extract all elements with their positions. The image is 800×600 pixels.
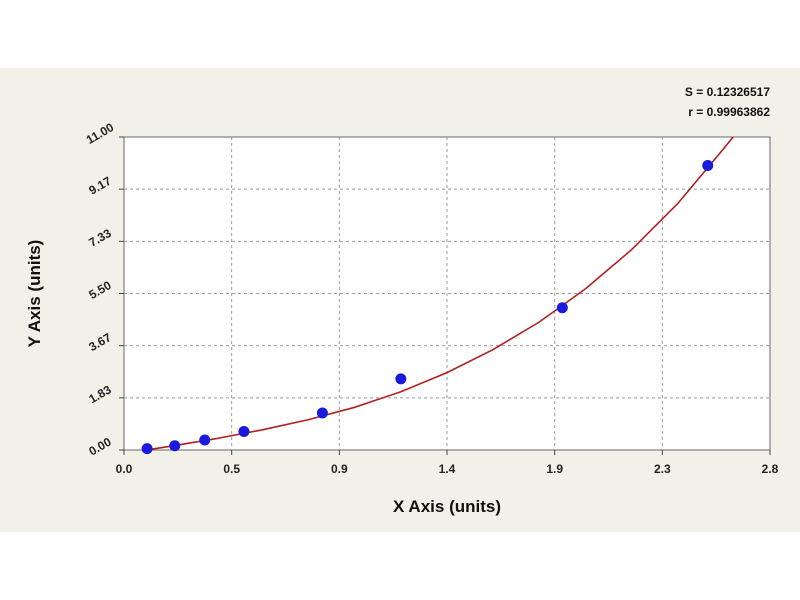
y-tick-label: 3.67: [86, 330, 114, 354]
y-tick-label: 7.33: [86, 226, 114, 250]
y-tick-label: 9.17: [86, 174, 114, 198]
stat-r-label: r = 0.99963862: [688, 105, 770, 119]
x-tick-label: 2.3: [654, 462, 671, 476]
data-point: [199, 434, 211, 446]
data-point: [238, 426, 250, 438]
y-tick-label: 5.50: [86, 278, 114, 302]
x-axis-title: X Axis (units): [393, 497, 501, 516]
y-axis-title: Y Axis (units): [25, 240, 44, 348]
chart-svg: 0.0 0.5 0.9 1.4 1.9 2.3 2.8 0.00 1.83 3.67 5.50 7.3…: [25, 85, 779, 516]
data-point: [395, 373, 407, 385]
data-point: [556, 302, 568, 314]
stat-s-label: S = 0.12326517: [685, 85, 770, 99]
x-tick-label: 0.5: [223, 462, 240, 476]
fit-curve-layer: [140, 137, 735, 450]
x-tick-label: 0.0: [116, 462, 133, 476]
y-tick-label: 11.00: [84, 120, 117, 147]
data-point: [316, 407, 328, 419]
data-points: [141, 159, 714, 455]
data-point: [169, 440, 181, 452]
grid-lines: [124, 137, 770, 450]
chart-panel: 0.0 0.5 0.9 1.4 1.9 2.3 2.8 0.00 1.83 3.67 5.50 7.3…: [0, 68, 800, 532]
x-tick-label: 1.9: [546, 462, 563, 476]
x-tick-label: 1.4: [439, 462, 456, 476]
fit-curve: [140, 137, 735, 450]
x-tick-label: 0.9: [331, 462, 348, 476]
y-tick-label: 1.83: [86, 382, 114, 406]
data-point: [702, 159, 714, 171]
x-tick-label: 2.8: [762, 462, 779, 476]
data-point: [141, 443, 153, 455]
y-tick-label: 0.00: [86, 434, 114, 458]
